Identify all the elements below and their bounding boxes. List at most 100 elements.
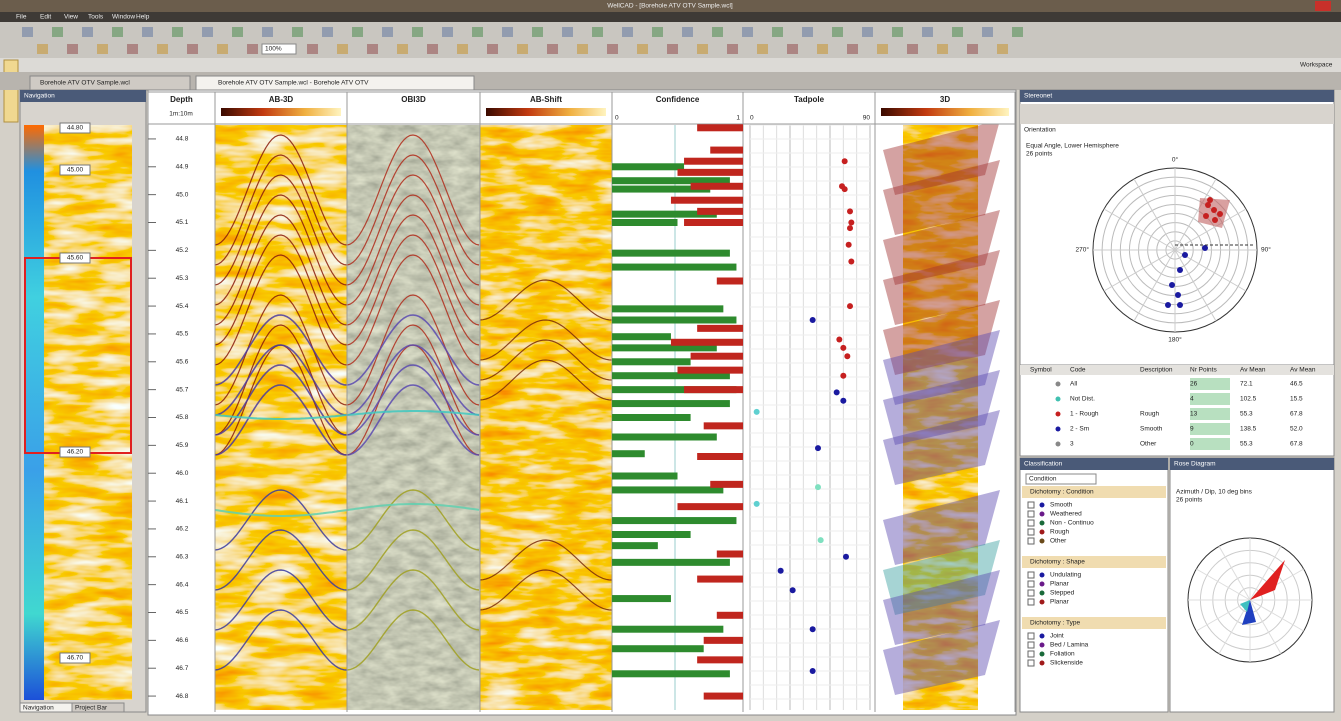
checkbox[interactable] xyxy=(1027,659,1035,667)
checkbox[interactable] xyxy=(1027,589,1035,597)
checkbox[interactable] xyxy=(1027,571,1035,579)
tool-icon[interactable] xyxy=(157,44,168,54)
tool-icon[interactable] xyxy=(52,27,63,37)
tool-icon[interactable] xyxy=(127,44,138,54)
tool-icon[interactable] xyxy=(367,44,378,54)
checkbox[interactable] xyxy=(1027,650,1035,658)
tool-icon[interactable] xyxy=(787,44,798,54)
tool-icon[interactable] xyxy=(217,44,228,54)
checkbox[interactable] xyxy=(1027,501,1035,509)
tool-icon[interactable] xyxy=(952,27,963,37)
tool-icon[interactable] xyxy=(547,44,558,54)
tool-icon[interactable] xyxy=(922,27,933,37)
tool-icon[interactable] xyxy=(877,44,888,54)
zoom-box[interactable] xyxy=(261,43,297,55)
tool-icon[interactable] xyxy=(67,44,78,54)
sinusoid xyxy=(479,359,613,401)
tool-icon[interactable] xyxy=(352,27,363,37)
stereonet-spoke xyxy=(1174,178,1217,251)
menu-item[interactable]: File xyxy=(16,14,27,21)
tool-icon[interactable] xyxy=(502,27,513,37)
tool-icon[interactable] xyxy=(832,27,843,37)
checkbox[interactable] xyxy=(1027,537,1035,545)
tool-icon[interactable] xyxy=(607,44,618,54)
tool-icon[interactable] xyxy=(292,27,303,37)
tool-icon[interactable] xyxy=(862,27,873,37)
side-tab[interactable] xyxy=(3,59,19,123)
menu-item[interactable]: Window xyxy=(112,14,135,21)
menu-item[interactable]: Tools xyxy=(88,14,104,21)
tool-icon[interactable] xyxy=(727,44,738,54)
checkbox[interactable] xyxy=(1027,528,1035,536)
confidence-bar xyxy=(697,656,743,664)
sinusoid xyxy=(479,539,613,581)
tool-icon[interactable] xyxy=(202,27,213,37)
tool-icon[interactable] xyxy=(247,44,258,54)
tool-icon[interactable] xyxy=(757,44,768,54)
tool-icon[interactable] xyxy=(622,27,633,37)
tool-icon[interactable] xyxy=(412,27,423,37)
tool-icon[interactable] xyxy=(337,44,348,54)
close-button[interactable] xyxy=(1315,1,1331,11)
tool-icon[interactable] xyxy=(262,27,273,37)
menu-item[interactable]: View xyxy=(64,14,78,21)
tool-icon[interactable] xyxy=(892,27,903,37)
tool-icon[interactable] xyxy=(907,44,918,54)
tool-icon[interactable] xyxy=(712,27,723,37)
tool-icon[interactable] xyxy=(427,44,438,54)
tool-icon[interactable] xyxy=(82,27,93,37)
tool-icon[interactable] xyxy=(682,27,693,37)
tool-icon[interactable] xyxy=(97,44,108,54)
tool-icon[interactable] xyxy=(847,44,858,54)
tool-icon[interactable] xyxy=(172,27,183,37)
tool-icon[interactable] xyxy=(637,44,648,54)
menu-item[interactable]: Help xyxy=(136,14,150,21)
tool-icon[interactable] xyxy=(517,44,528,54)
tool-icon[interactable] xyxy=(1012,27,1023,37)
tool-icon[interactable] xyxy=(577,44,588,54)
menu-item[interactable]: Edit xyxy=(40,14,51,21)
tool-icon[interactable] xyxy=(592,27,603,37)
tool-icon[interactable] xyxy=(697,44,708,54)
tool-icon[interactable] xyxy=(187,44,198,54)
workspace-label: Workspace xyxy=(1300,62,1333,69)
confidence-bar xyxy=(612,344,717,352)
tool-icon[interactable] xyxy=(457,44,468,54)
tool-icon[interactable] xyxy=(742,27,753,37)
tool-icon[interactable] xyxy=(142,27,153,37)
tool-icon[interactable] xyxy=(112,27,123,37)
tool-icon[interactable] xyxy=(232,27,243,37)
menu-bar xyxy=(0,12,1341,22)
tool-icon[interactable] xyxy=(322,27,333,37)
tool-icon[interactable] xyxy=(562,27,573,37)
tool-icon[interactable] xyxy=(37,44,48,54)
tool-icon[interactable] xyxy=(997,44,1008,54)
filter-box[interactable] xyxy=(1025,473,1097,485)
checkbox[interactable] xyxy=(1027,580,1035,588)
tool-icon[interactable] xyxy=(652,27,663,37)
checkbox[interactable] xyxy=(1027,510,1035,518)
tool-icon[interactable] xyxy=(532,27,543,37)
tool-icon[interactable] xyxy=(472,27,483,37)
checkbox[interactable] xyxy=(1027,598,1035,606)
tadpole xyxy=(848,219,855,226)
checkbox[interactable] xyxy=(1027,519,1035,527)
nav-tab[interactable] xyxy=(71,702,125,713)
tool-icon[interactable] xyxy=(772,27,783,37)
tool-icon[interactable] xyxy=(22,27,33,37)
tool-icon[interactable] xyxy=(667,44,678,54)
tool-icon[interactable] xyxy=(937,44,948,54)
tool-icon[interactable] xyxy=(817,44,828,54)
tool-icon[interactable] xyxy=(397,44,408,54)
group-name: Dichotomy : Shape xyxy=(1030,559,1085,566)
tool-icon[interactable] xyxy=(382,27,393,37)
confidence-bar xyxy=(612,517,737,525)
checkbox[interactable] xyxy=(1027,632,1035,640)
tool-icon[interactable] xyxy=(802,27,813,37)
tool-icon[interactable] xyxy=(967,44,978,54)
tool-icon[interactable] xyxy=(442,27,453,37)
tool-icon[interactable] xyxy=(487,44,498,54)
tool-icon[interactable] xyxy=(307,44,318,54)
tool-icon[interactable] xyxy=(982,27,993,37)
checkbox[interactable] xyxy=(1027,641,1035,649)
